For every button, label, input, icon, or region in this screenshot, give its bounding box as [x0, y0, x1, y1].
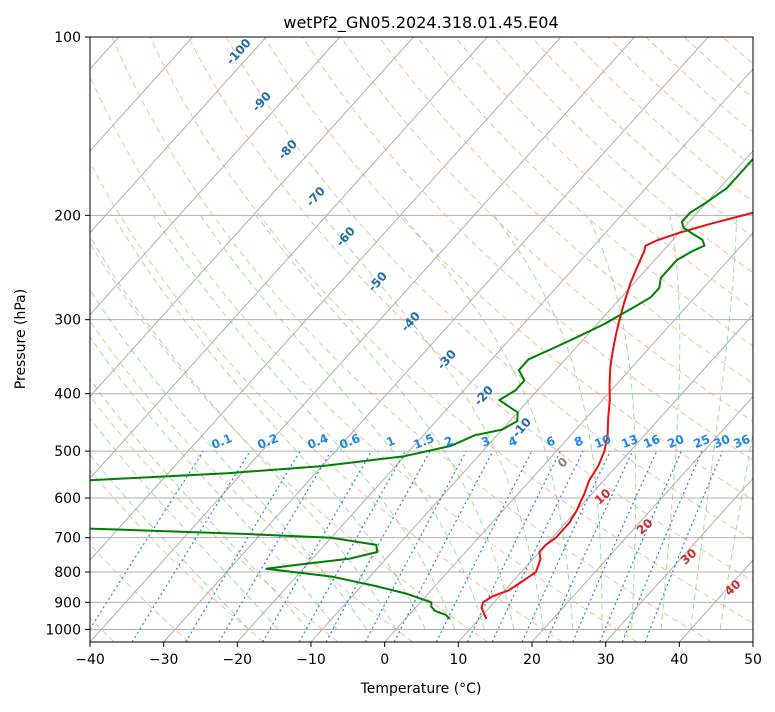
y-tick-label: 400	[54, 387, 81, 403]
x-tick-label: −20	[223, 652, 253, 668]
y-tick-label: 700	[54, 531, 81, 547]
x-tick-label: −30	[149, 652, 179, 668]
x-tick-label: 40	[670, 652, 688, 668]
y-tick-label: 500	[54, 444, 81, 460]
x-tick-label: 0	[380, 652, 389, 668]
x-tick-label: −40	[75, 652, 105, 668]
y-tick-label: 200	[54, 208, 81, 224]
chart-title: wetPf2_GN05.2024.318.01.45.E04	[283, 13, 558, 33]
x-tick-label: 20	[523, 652, 541, 668]
y-tick-label: 600	[54, 491, 81, 507]
x-axis-title: Temperature (°C)	[360, 681, 482, 697]
y-tick-label: 800	[54, 565, 81, 581]
x-tick-label: 50	[744, 652, 762, 668]
x-tick-label: 30	[597, 652, 615, 668]
y-tick-label: 300	[54, 313, 81, 329]
x-tick-label: −10	[296, 652, 326, 668]
y-tick-label: 900	[54, 595, 81, 611]
x-tick-label: 10	[449, 652, 467, 668]
y-axis-title: Pressure (hPa)	[13, 289, 29, 389]
y-tick-label: 1000	[45, 622, 81, 638]
y-tick-label: 100	[54, 30, 81, 46]
